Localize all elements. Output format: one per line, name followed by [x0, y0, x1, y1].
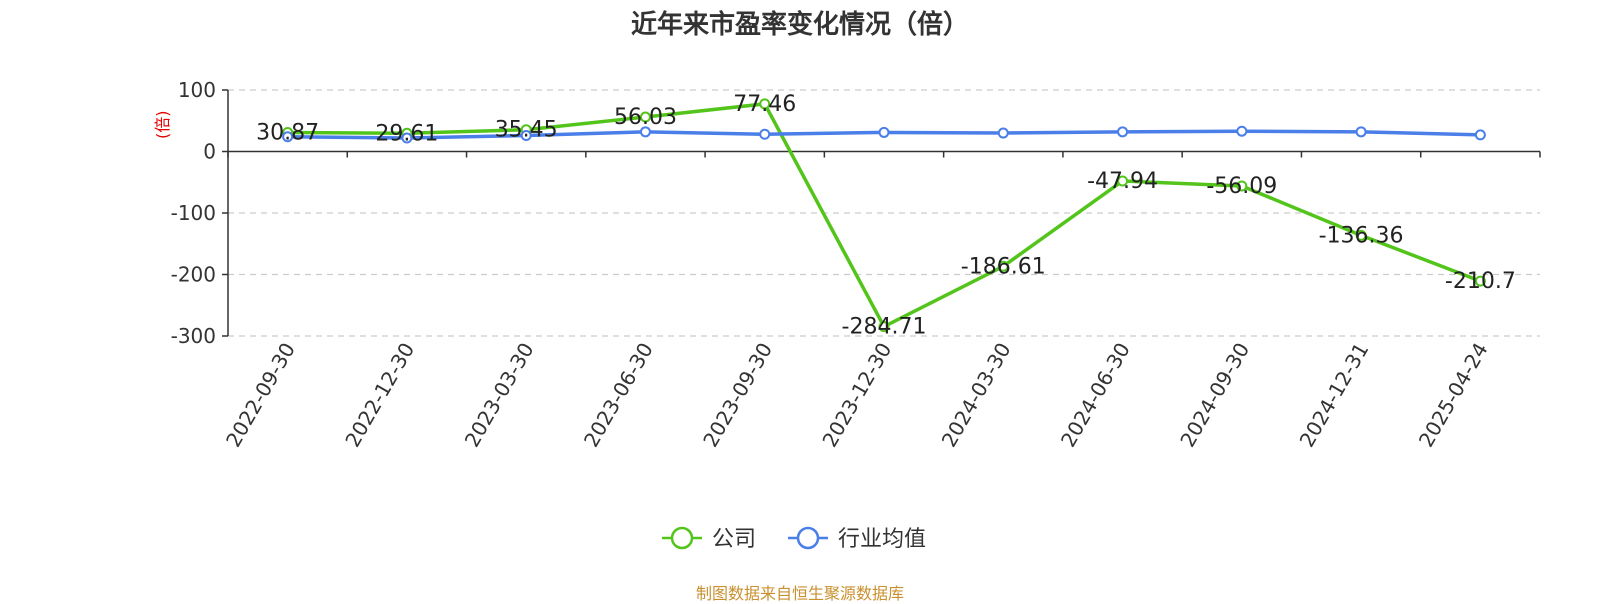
- x-tick-label: 2023-12-30: [817, 339, 896, 452]
- source-note: 制图数据来自恒生聚源数据库: [695, 584, 904, 603]
- data-point: [282, 131, 294, 143]
- data-point: [1236, 125, 1248, 137]
- x-tick-label: 2024-09-30: [1175, 339, 1254, 452]
- data-point: [1117, 126, 1129, 138]
- data-point: [878, 126, 890, 138]
- x-tick-label: 2023-03-30: [460, 339, 539, 452]
- y-tick-label: 100: [178, 78, 216, 102]
- data-point: [997, 260, 1009, 272]
- data-label: 56.03: [614, 105, 677, 130]
- data-label: 29.61: [375, 121, 438, 146]
- x-tick-label: 2023-06-30: [579, 339, 658, 452]
- data-label: -56.09: [1206, 174, 1277, 199]
- y-tick-label: -100: [171, 201, 216, 225]
- x-tick-label: 2022-12-30: [340, 339, 419, 452]
- chart-title: 近年来市盈率变化情况（倍）: [630, 10, 969, 40]
- data-point: [878, 321, 890, 333]
- data-label: -47.94: [1087, 169, 1158, 194]
- legend-swatch-marker: [670, 526, 694, 550]
- data-point: [1236, 180, 1248, 192]
- data-label: -284.71: [842, 315, 927, 340]
- legend-swatch-marker: [796, 526, 820, 550]
- data-label: 30.87: [256, 121, 319, 146]
- data-point: [1355, 126, 1367, 138]
- x-tick-label: 2024-03-30: [937, 339, 1016, 452]
- data-point: [1474, 275, 1486, 287]
- data-point: [639, 111, 651, 123]
- data-point: [520, 130, 532, 142]
- x-tick-label: 2023-09-30: [698, 339, 777, 452]
- y-tick-label: -200: [171, 263, 216, 287]
- data-point: [1117, 175, 1129, 187]
- y-axis-title: (倍): [153, 111, 172, 140]
- y-tick-label: -300: [171, 324, 216, 348]
- x-tick-label: 2024-06-30: [1056, 339, 1135, 452]
- x-tick-label: 2024-12-31: [1295, 339, 1374, 452]
- data-point: [759, 98, 771, 110]
- data-label: 77.46: [733, 92, 796, 117]
- x-tick-label: 2025-04-24: [1414, 339, 1493, 452]
- y-tick-label: 0: [203, 140, 216, 164]
- legend-label: 公司: [712, 527, 756, 552]
- data-label: 35.45: [495, 118, 558, 143]
- legend-label: 行业均值: [838, 527, 926, 552]
- data-label: -210.7: [1445, 269, 1516, 294]
- data-label: -186.61: [961, 254, 1046, 279]
- data-point: [639, 126, 651, 138]
- data-point: [401, 132, 413, 144]
- data-point: [1474, 129, 1486, 141]
- data-point: [759, 128, 771, 140]
- x-tick-label: 2022-09-30: [221, 339, 300, 452]
- data-label: -136.36: [1319, 223, 1404, 248]
- data-point: [997, 127, 1009, 139]
- data-point: [1355, 229, 1367, 241]
